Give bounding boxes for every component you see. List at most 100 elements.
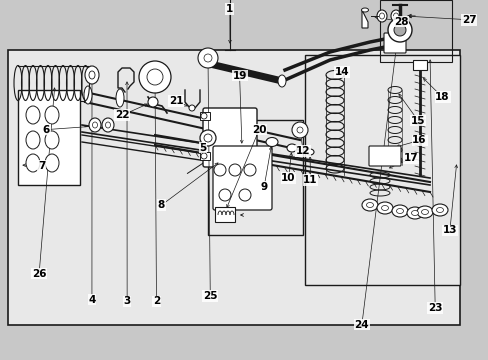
Circle shape — [291, 122, 307, 138]
Text: 15: 15 — [410, 116, 425, 126]
Text: 25: 25 — [203, 291, 217, 301]
Circle shape — [201, 113, 206, 119]
Circle shape — [203, 54, 212, 62]
Text: 16: 16 — [411, 135, 426, 145]
Circle shape — [244, 164, 256, 176]
Ellipse shape — [376, 202, 392, 214]
Text: 4: 4 — [88, 294, 96, 305]
Ellipse shape — [84, 86, 92, 104]
Text: 7: 7 — [38, 161, 45, 171]
Text: 24: 24 — [354, 320, 368, 330]
Text: 18: 18 — [434, 92, 449, 102]
Text: 28: 28 — [393, 17, 407, 27]
Text: 17: 17 — [403, 153, 417, 163]
Text: 11: 11 — [303, 175, 317, 185]
Text: 1: 1 — [226, 4, 233, 14]
Ellipse shape — [390, 10, 400, 22]
Text: 2: 2 — [153, 296, 160, 306]
FancyBboxPatch shape — [200, 112, 209, 120]
Circle shape — [201, 153, 206, 159]
Text: 7: 7 — [38, 161, 45, 171]
Circle shape — [296, 127, 303, 133]
Text: 10: 10 — [281, 173, 295, 183]
Ellipse shape — [406, 207, 422, 219]
Ellipse shape — [92, 122, 97, 128]
Text: 4: 4 — [88, 294, 96, 305]
Text: 16: 16 — [411, 135, 426, 145]
Circle shape — [214, 164, 225, 176]
Text: 3: 3 — [123, 296, 130, 306]
Text: 5: 5 — [199, 143, 206, 153]
Text: 20: 20 — [251, 125, 266, 135]
Text: 8: 8 — [158, 200, 164, 210]
Text: 6: 6 — [43, 125, 50, 135]
FancyBboxPatch shape — [200, 152, 209, 160]
Text: 24: 24 — [354, 320, 368, 330]
Circle shape — [200, 130, 216, 146]
Ellipse shape — [305, 149, 313, 155]
Ellipse shape — [361, 8, 368, 12]
Text: 8: 8 — [158, 200, 164, 210]
Text: 23: 23 — [427, 303, 442, 313]
Text: 25: 25 — [203, 291, 217, 301]
Ellipse shape — [381, 206, 387, 211]
Ellipse shape — [416, 206, 432, 218]
Ellipse shape — [105, 122, 110, 128]
Ellipse shape — [393, 13, 398, 19]
Ellipse shape — [116, 89, 124, 107]
FancyBboxPatch shape — [305, 55, 459, 285]
Circle shape — [139, 61, 171, 93]
Text: 22: 22 — [115, 110, 129, 120]
Text: 26: 26 — [32, 269, 46, 279]
Text: 18: 18 — [434, 92, 449, 102]
Ellipse shape — [379, 13, 384, 19]
Text: 12: 12 — [295, 146, 310, 156]
Ellipse shape — [26, 131, 40, 149]
Circle shape — [203, 134, 212, 142]
Ellipse shape — [391, 205, 407, 217]
Circle shape — [198, 48, 218, 68]
Text: 9: 9 — [260, 182, 267, 192]
Circle shape — [387, 18, 411, 42]
Circle shape — [148, 97, 158, 107]
Ellipse shape — [89, 118, 101, 132]
Text: 22: 22 — [115, 110, 129, 120]
Text: 13: 13 — [442, 225, 456, 235]
Ellipse shape — [361, 199, 377, 211]
Ellipse shape — [26, 106, 40, 124]
Ellipse shape — [431, 204, 447, 216]
Circle shape — [393, 24, 405, 36]
FancyBboxPatch shape — [203, 108, 257, 167]
Text: 28: 28 — [393, 17, 407, 27]
FancyBboxPatch shape — [368, 146, 400, 166]
Circle shape — [219, 189, 230, 201]
Ellipse shape — [411, 211, 418, 216]
Ellipse shape — [89, 71, 95, 79]
Text: 19: 19 — [232, 71, 246, 81]
Text: 6: 6 — [43, 125, 50, 135]
Text: 1: 1 — [226, 4, 233, 14]
Text: 11: 11 — [303, 175, 317, 185]
Polygon shape — [361, 10, 367, 28]
Text: 12: 12 — [295, 146, 310, 156]
FancyBboxPatch shape — [213, 146, 271, 210]
Text: 3: 3 — [123, 296, 130, 306]
Ellipse shape — [396, 208, 403, 213]
Text: 26: 26 — [32, 269, 46, 279]
FancyBboxPatch shape — [383, 33, 405, 53]
Text: 21: 21 — [168, 96, 183, 106]
Ellipse shape — [102, 118, 114, 132]
Text: 9: 9 — [260, 182, 267, 192]
FancyBboxPatch shape — [18, 90, 80, 185]
Ellipse shape — [366, 202, 373, 207]
Text: 14: 14 — [334, 67, 349, 77]
FancyBboxPatch shape — [215, 207, 235, 222]
Circle shape — [228, 164, 241, 176]
Ellipse shape — [286, 144, 296, 152]
Ellipse shape — [26, 154, 40, 172]
Ellipse shape — [421, 210, 427, 215]
Text: 19: 19 — [232, 71, 246, 81]
Text: 2: 2 — [153, 296, 160, 306]
Ellipse shape — [278, 75, 285, 87]
Text: 20: 20 — [251, 125, 266, 135]
